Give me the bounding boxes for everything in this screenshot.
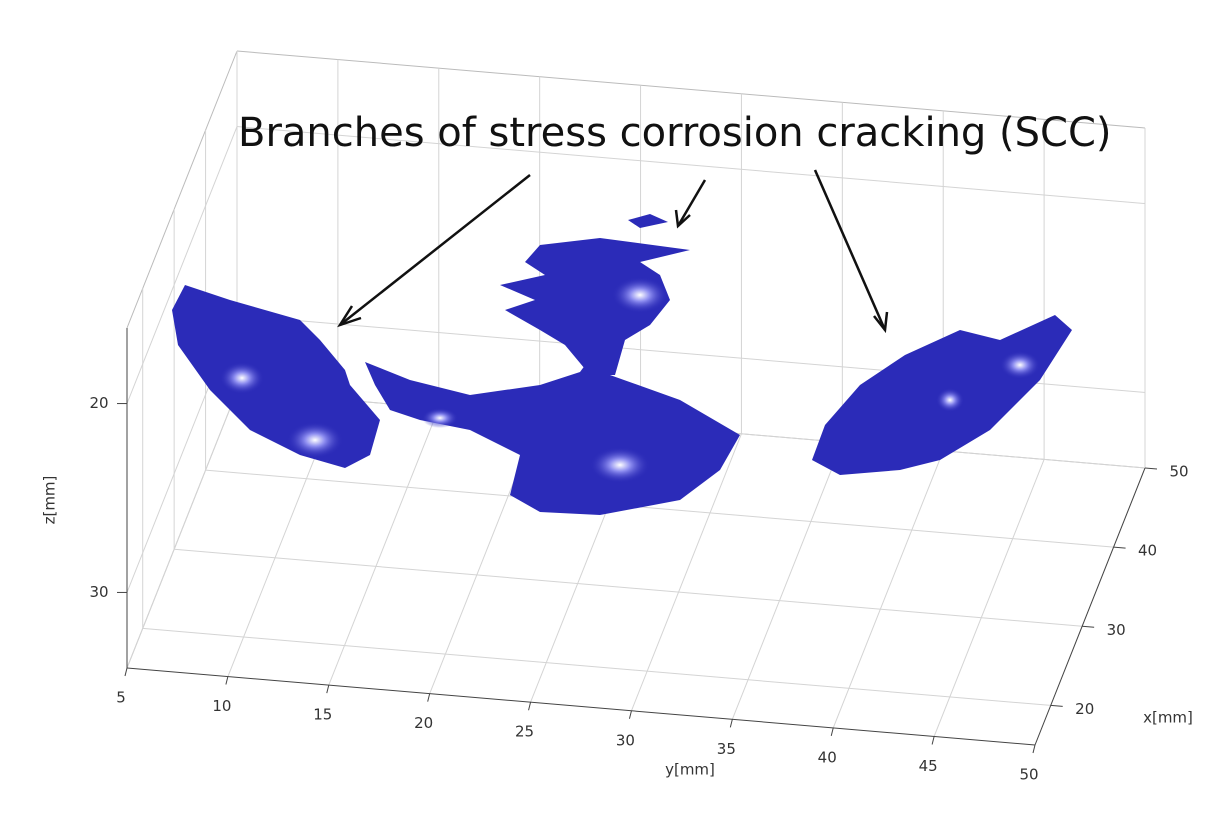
x-tick-label: 50 xyxy=(1169,463,1188,481)
y-tick-label: 35 xyxy=(717,740,736,758)
y-tick-label: 45 xyxy=(919,757,938,775)
z-tick-label: 20 xyxy=(89,394,108,412)
highlight xyxy=(1000,351,1040,379)
y-axis-label: y[mm] xyxy=(665,761,715,779)
y-tick-label: 50 xyxy=(1019,766,1038,784)
y-tick-label: 25 xyxy=(515,723,534,741)
y-tick-label: 20 xyxy=(414,714,433,732)
highlight xyxy=(220,362,264,394)
highlight xyxy=(422,408,458,428)
highlight xyxy=(612,277,668,313)
highlight xyxy=(936,388,964,412)
x-tick-label: 40 xyxy=(1138,542,1157,560)
y-tick-label: 15 xyxy=(313,706,332,724)
y-tick-label: 30 xyxy=(616,731,635,749)
y-tick-label: 5 xyxy=(116,689,126,707)
highlight xyxy=(287,422,343,458)
y-tick-label: 10 xyxy=(212,697,231,715)
x-tick-label: 20 xyxy=(1075,700,1094,718)
x-axis-label: x[mm] xyxy=(1143,709,1193,727)
z-tick-label: 30 xyxy=(89,583,108,601)
chart: Branches of stress corrosion cracking (S… xyxy=(0,0,1231,825)
y-tick-label: 40 xyxy=(818,748,837,766)
x-tick-label: 30 xyxy=(1107,621,1126,639)
annotation: Branches of stress corrosion cracking (S… xyxy=(238,110,1112,156)
highlight xyxy=(590,447,650,483)
z-axis-label: z[mm] xyxy=(41,476,59,525)
